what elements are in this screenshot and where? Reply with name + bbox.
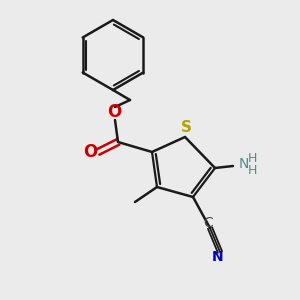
Text: C: C: [203, 216, 213, 230]
Text: O: O: [107, 103, 121, 121]
Text: H: H: [248, 164, 257, 176]
Text: H: H: [248, 152, 257, 166]
Text: N: N: [239, 157, 249, 171]
Text: N: N: [212, 250, 224, 264]
Text: O: O: [83, 143, 97, 161]
Text: S: S: [181, 119, 191, 134]
